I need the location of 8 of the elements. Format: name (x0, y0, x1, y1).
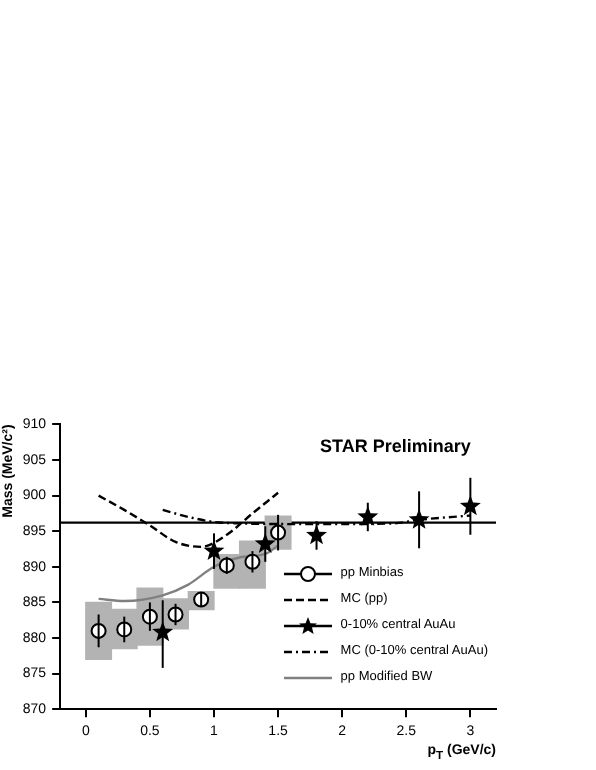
point (254, 533, 276, 553)
text: STAR Preliminary (320, 436, 471, 456)
point (152, 621, 174, 642)
point (306, 524, 327, 545)
point (203, 540, 225, 561)
point (357, 505, 379, 526)
point (459, 495, 481, 516)
point (408, 508, 430, 529)
